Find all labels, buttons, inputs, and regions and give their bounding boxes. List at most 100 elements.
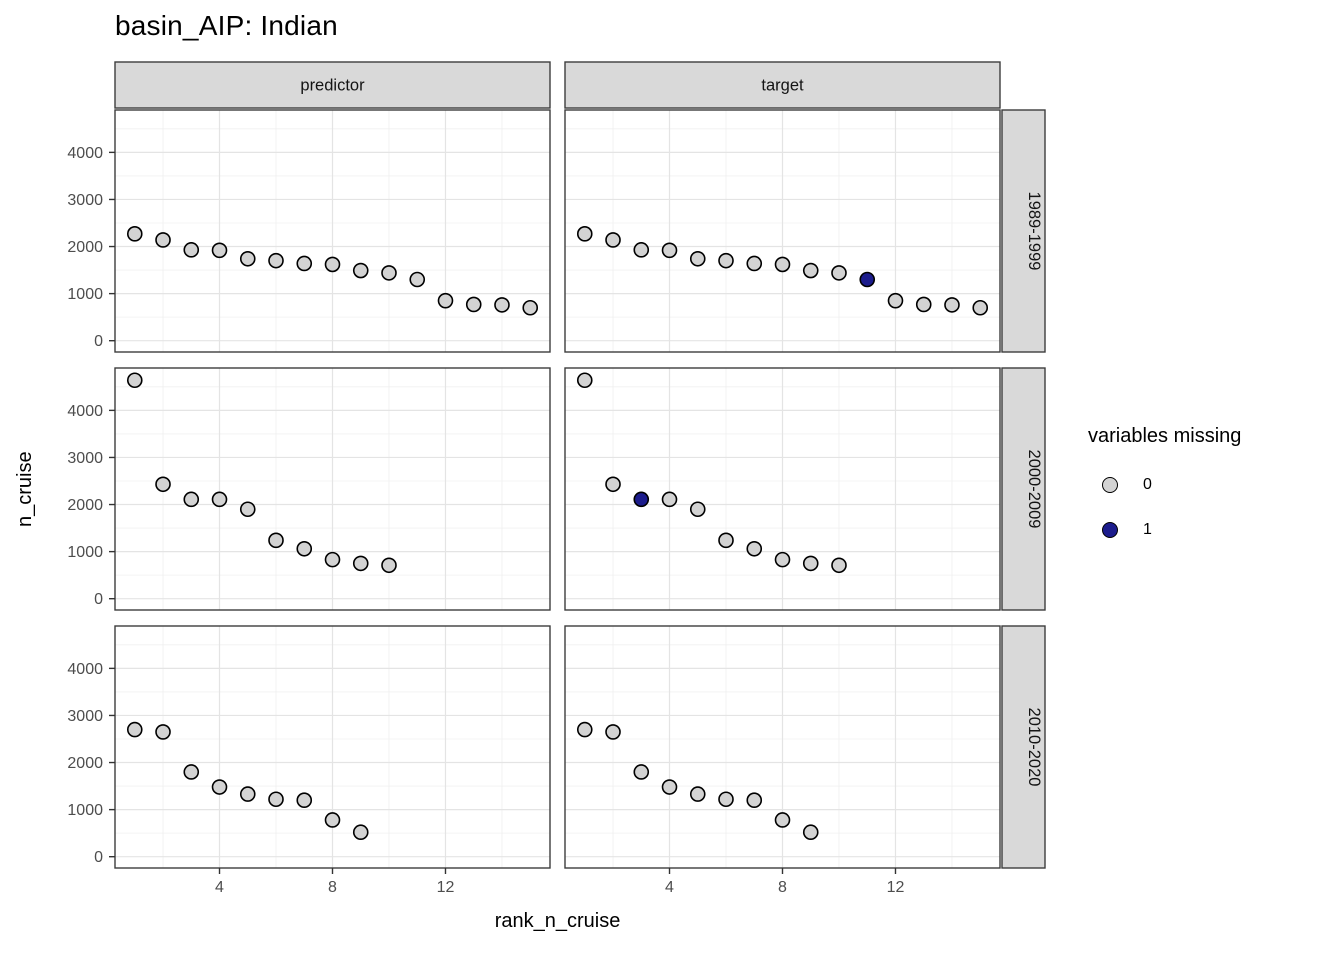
x-axis-title: rank_n_cruise <box>494 910 621 932</box>
data-point <box>324 551 341 568</box>
facet-strip-row-2010-2020 <box>1001 625 1046 869</box>
data-point <box>774 256 791 273</box>
y-axis-title: n_cruise <box>14 451 36 527</box>
data-point <box>183 491 200 508</box>
data-point <box>268 532 284 549</box>
y-axis-tick-label: 3000 <box>67 192 103 209</box>
legend-entries: 0 1 <box>1088 470 1241 545</box>
legend-entry-label-1: 1 <box>1143 521 1152 538</box>
y-axis-tick-label: 2000 <box>67 497 103 514</box>
data-point <box>437 292 454 309</box>
data-point <box>126 721 143 738</box>
x-axis-tick-label: 8 <box>328 879 337 896</box>
data-point <box>859 271 876 288</box>
data-point <box>352 555 369 572</box>
legend-key-circle-0 <box>1102 477 1118 493</box>
data-point <box>211 242 228 259</box>
y-axis-tick-label: 0 <box>94 849 103 866</box>
data-point <box>689 250 706 267</box>
data-point <box>211 779 228 795</box>
data-point <box>381 265 397 281</box>
y-axis-tick-label: 0 <box>94 591 103 608</box>
data-point <box>296 540 313 557</box>
legend-entry-1: 1 <box>1088 515 1241 545</box>
data-point <box>661 491 678 508</box>
data-point <box>689 786 706 802</box>
legend-title: variables missing <box>1088 425 1242 447</box>
chart-title: basin_AIP: Indian <box>115 10 338 41</box>
data-point <box>605 232 621 248</box>
data-point <box>296 792 313 809</box>
x-axis-tick-label: 8 <box>778 879 787 896</box>
data-point <box>126 372 143 389</box>
panel-border <box>564 367 1001 611</box>
data-point <box>576 721 593 738</box>
facet-strip-row-label: 2010-2020 <box>1025 708 1043 787</box>
data-point <box>522 299 539 316</box>
facet-strip-row-2000-2009 <box>1001 367 1046 611</box>
data-point <box>409 271 426 288</box>
data-point <box>774 812 791 828</box>
data-point <box>605 724 621 740</box>
facet-strip-col-label: target <box>761 77 804 95</box>
data-point <box>155 724 171 740</box>
data-point <box>718 791 734 808</box>
x-axis-tick-label: 12 <box>887 879 905 896</box>
data-point <box>183 242 200 258</box>
y-axis-tick-label: 2000 <box>67 755 103 772</box>
data-point <box>324 256 341 273</box>
y-axis-tick-label: 2000 <box>67 239 103 256</box>
data-point <box>689 501 706 518</box>
data-point <box>268 791 284 808</box>
facet-strip-row-1989-1999 <box>1001 109 1046 353</box>
data-point <box>268 252 284 269</box>
data-point <box>802 824 819 841</box>
data-point <box>972 299 989 316</box>
data-point <box>831 557 847 574</box>
panel-predictor-2010-2020 <box>114 625 551 869</box>
data-point <box>718 252 734 269</box>
data-point <box>183 764 200 780</box>
y-axis-tick-label: 4000 <box>67 145 103 162</box>
data-point <box>718 532 734 549</box>
data-point <box>155 232 171 248</box>
y-axis-tick-label: 4000 <box>67 661 103 678</box>
data-point <box>661 779 678 795</box>
data-point <box>887 292 904 309</box>
y-axis-tick-label: 1000 <box>67 286 103 303</box>
x-axis-tick-label: 4 <box>665 879 674 896</box>
panel-predictor-2000-2009 <box>114 367 551 611</box>
data-point <box>774 551 791 568</box>
data-point <box>746 792 763 809</box>
data-point <box>802 555 819 572</box>
legend: variables missing 0 1 <box>1088 425 1241 545</box>
data-point <box>915 296 932 313</box>
y-axis-tick-label: 3000 <box>67 450 103 467</box>
data-point <box>324 812 341 828</box>
panel-border <box>114 367 551 611</box>
data-point <box>126 226 143 242</box>
data-point <box>633 491 650 508</box>
data-point <box>494 297 510 313</box>
data-point <box>239 250 256 267</box>
panel-border <box>114 109 551 353</box>
y-axis-tick-label: 4000 <box>67 403 103 420</box>
facet-strip-col-target <box>564 61 1001 109</box>
legend-key-circle-1 <box>1102 522 1118 538</box>
data-point <box>239 786 256 802</box>
data-point <box>746 255 763 272</box>
data-point <box>352 262 369 279</box>
data-point <box>661 242 678 259</box>
data-point <box>633 764 650 780</box>
facet-strip-row-label: 2000-2009 <box>1025 450 1043 529</box>
data-point <box>239 501 256 518</box>
data-point <box>381 557 397 574</box>
panel-target-1989-1999 <box>564 109 1001 353</box>
x-axis-tick-label: 12 <box>437 879 455 896</box>
data-point <box>576 372 593 389</box>
data-point <box>802 262 819 279</box>
data-point <box>831 265 847 281</box>
legend-entry-0: 0 <box>1088 470 1241 500</box>
facet-strip-col-label: predictor <box>300 77 365 95</box>
